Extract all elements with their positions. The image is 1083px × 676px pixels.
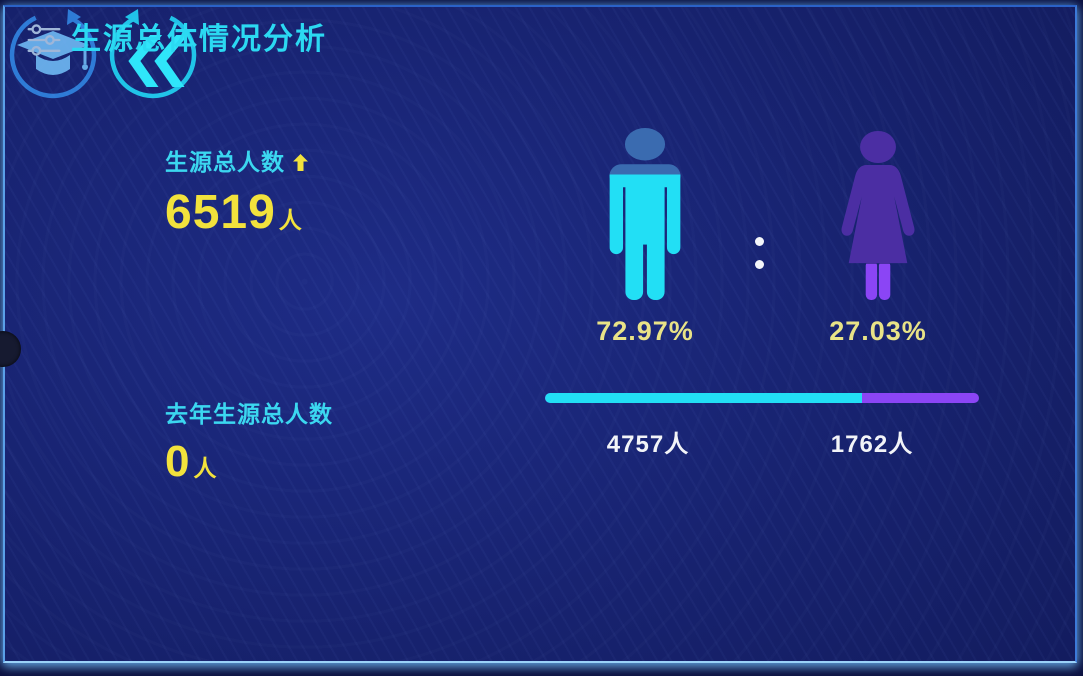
panel-title: 生源总体情况分析: [71, 23, 327, 56]
female-figure-icon: [841, 130, 915, 300]
gender-ratio-bar: [545, 393, 979, 403]
kpi-last-year-value: 0: [165, 437, 191, 486]
student-source-panel: 生源总体情况分析 生源总人数 6519 人 去: [0, 5, 1077, 663]
male-figure-icon: [609, 128, 681, 300]
graduation-cap-icon: [9, 9, 97, 99]
colon-dot-bottom: [755, 260, 764, 269]
kpi-total-value: 6519: [165, 186, 276, 239]
panel-header: 生源总体情况分析: [26, 19, 327, 61]
female-percent: 27.03%: [829, 316, 927, 346]
rewind-icon: [110, 9, 197, 99]
kpi-total-label: 生源总人数: [165, 149, 285, 175]
up-arrow-icon: [293, 153, 308, 171]
kpi-last-year-label: 去年生源总人数: [165, 401, 333, 427]
sliders-icon: [27, 24, 61, 56]
gender-ratio-bar-male-fill: [545, 393, 862, 403]
ratio-colon: [755, 237, 765, 283]
kpi-last-year-unit: 人: [193, 455, 217, 481]
colon-dot-top: [755, 237, 764, 246]
kpi-total-students: 生源总人数 6519 人: [165, 147, 308, 240]
left-edge-notch: [0, 331, 21, 367]
male-count: 4757人: [606, 431, 690, 458]
kpi-total-unit: 人: [278, 207, 302, 233]
male-percent: 72.97%: [596, 316, 694, 346]
female-count: 1762人: [830, 431, 914, 458]
